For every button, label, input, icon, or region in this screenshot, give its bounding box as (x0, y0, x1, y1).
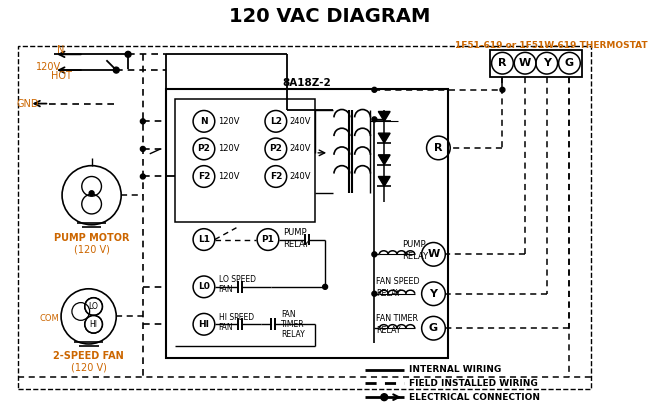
Text: COM: COM (40, 314, 59, 323)
Text: G: G (565, 58, 574, 68)
Text: 240V: 240V (289, 172, 311, 181)
Circle shape (372, 291, 377, 296)
Text: 8A18Z-2: 8A18Z-2 (283, 78, 331, 88)
Bar (490, 50, 582, 77)
Circle shape (141, 119, 145, 124)
Text: L2: L2 (270, 117, 282, 126)
Text: TIMER: TIMER (281, 320, 304, 329)
Text: 120V: 120V (218, 172, 239, 181)
Text: RELAY: RELAY (377, 289, 401, 298)
Circle shape (141, 174, 145, 179)
Circle shape (372, 87, 377, 92)
Text: RELAY: RELAY (377, 326, 401, 335)
Bar (165, 89, 448, 358)
Circle shape (500, 87, 505, 92)
Text: FIELD INSTALLED WIRING: FIELD INSTALLED WIRING (409, 379, 537, 388)
Text: PUMP: PUMP (283, 228, 306, 237)
Circle shape (372, 117, 377, 122)
Text: Y: Y (543, 58, 551, 68)
Bar (17, 47, 591, 389)
Text: 240V: 240V (289, 117, 311, 126)
Polygon shape (379, 133, 390, 143)
Text: R: R (498, 58, 507, 68)
Text: F2: F2 (198, 172, 210, 181)
Text: PUMP: PUMP (402, 240, 425, 249)
Text: RELAY: RELAY (281, 330, 305, 339)
Text: L1: L1 (198, 235, 210, 244)
Bar (176, 98, 316, 222)
Text: HOT: HOT (51, 71, 72, 81)
Text: INTERNAL WIRING: INTERNAL WIRING (409, 365, 501, 374)
Text: RELAY: RELAY (402, 252, 428, 261)
Text: HI SPEED: HI SPEED (218, 313, 254, 322)
Text: R: R (434, 143, 443, 153)
Text: FAN: FAN (218, 285, 233, 294)
Text: (120 V): (120 V) (71, 362, 107, 372)
Polygon shape (379, 155, 390, 165)
Text: 120V: 120V (218, 117, 239, 126)
Circle shape (125, 52, 131, 57)
Text: G: G (429, 323, 438, 333)
Text: N: N (58, 45, 65, 55)
Circle shape (113, 67, 119, 73)
Text: RELAY: RELAY (283, 240, 309, 249)
Text: 240V: 240V (289, 145, 311, 153)
Text: FAN: FAN (281, 310, 295, 319)
Circle shape (372, 252, 377, 257)
Text: 1F51-619 or 1F51W-619 THERMOSTAT: 1F51-619 or 1F51W-619 THERMOSTAT (456, 41, 648, 50)
Text: (120 V): (120 V) (74, 244, 110, 254)
Polygon shape (379, 176, 390, 186)
Text: 2-SPEED FAN: 2-SPEED FAN (54, 351, 124, 361)
Text: P2: P2 (269, 145, 282, 153)
Circle shape (323, 285, 328, 289)
Circle shape (381, 394, 388, 401)
Polygon shape (379, 111, 390, 122)
Text: GND: GND (17, 98, 40, 109)
Text: W: W (427, 249, 440, 259)
Text: 120 VAC DIAGRAM: 120 VAC DIAGRAM (229, 8, 431, 26)
Text: LO: LO (88, 302, 98, 311)
Text: LO SPEED: LO SPEED (218, 275, 256, 285)
Text: Y: Y (429, 289, 438, 299)
Text: FAN TIMER: FAN TIMER (377, 314, 418, 323)
Circle shape (141, 147, 145, 151)
Text: 120V: 120V (36, 62, 60, 72)
Text: ELECTRICAL CONNECTION: ELECTRICAL CONNECTION (409, 393, 540, 402)
Text: N: N (200, 117, 208, 126)
Text: W: W (519, 58, 531, 68)
Text: FAN SPEED: FAN SPEED (377, 277, 420, 287)
Text: P2: P2 (198, 145, 210, 153)
Text: HI: HI (198, 320, 210, 329)
Text: PUMP MOTOR: PUMP MOTOR (54, 233, 129, 243)
Text: P1: P1 (261, 235, 275, 244)
Text: F2: F2 (269, 172, 282, 181)
Text: HI: HI (90, 320, 98, 329)
Text: L0: L0 (198, 282, 210, 291)
Text: 120V: 120V (218, 145, 239, 153)
Circle shape (89, 191, 94, 196)
Text: FAN: FAN (218, 323, 233, 332)
